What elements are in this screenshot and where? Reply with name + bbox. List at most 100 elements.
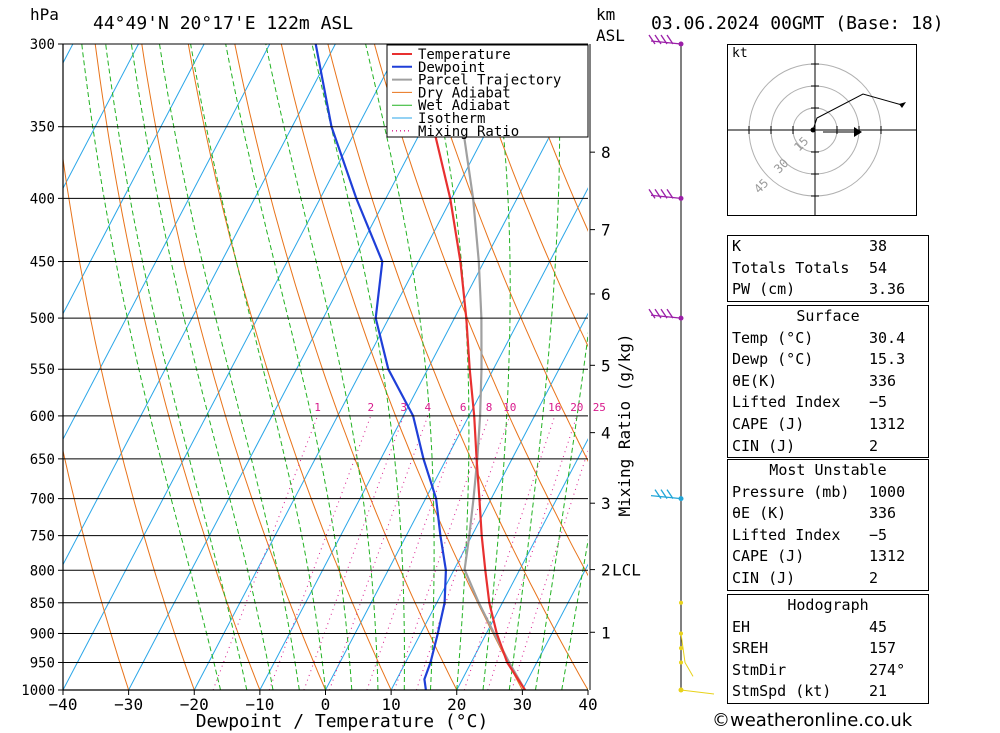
surface-index-row: Dewp (°C) 15.3	[728, 349, 928, 371]
mixing-ratio-label: 6	[460, 401, 467, 414]
hodograph-index-row: StmSpd (kt) 21	[728, 681, 928, 703]
wind-barb-flag	[648, 188, 656, 199]
isotherm-line	[63, 44, 139, 190]
hodograph-index-value: 274°	[869, 660, 906, 679]
lcl-label: LCL	[612, 561, 641, 580]
mixing-ratio-label: 25	[593, 401, 606, 414]
mixing-ratio-label: 4	[425, 401, 432, 414]
legend-label: Temperature	[418, 47, 511, 63]
pressure-label: 400	[30, 191, 55, 207]
height-tick-label: 3	[601, 494, 611, 513]
height-tick-label: 4	[601, 424, 611, 443]
wet-adiabat-line	[158, 44, 300, 690]
dry-adiabat-line	[420, 44, 588, 462]
x-tick-label: 0	[321, 695, 331, 714]
isotherm-line	[456, 438, 588, 690]
mixing-ratio-label: 16	[548, 401, 561, 414]
hodograph-index-label: SREH	[732, 639, 769, 658]
most-unstable-index-row: CAPE (J) 1312	[728, 546, 928, 568]
wind-barb-shaft	[680, 633, 694, 677]
index-label: K	[732, 237, 742, 255]
legend-label: Parcel Trajectory	[418, 73, 561, 89]
most-unstable-index-row: θE (K) 336	[728, 503, 928, 525]
hodograph-trace	[812, 93, 903, 131]
surface-index-value: −5	[869, 393, 888, 412]
isotherm-line	[63, 44, 402, 690]
hodograph-index-value: 45	[869, 617, 888, 636]
isotherm-line	[128, 44, 468, 690]
index-label: Totals Totals	[732, 258, 850, 277]
pressure-label: 800	[30, 563, 55, 579]
index-row: PW (cm) 3.36	[728, 279, 928, 301]
wind-barb-dot	[679, 600, 683, 605]
isotherm-line	[63, 44, 205, 315]
mixing-ratio-axis-label: Mixing Ratio (g/kg)	[615, 333, 634, 516]
pressure-label: 900	[30, 626, 55, 642]
pressure-label: 1000	[21, 683, 55, 699]
mixing-ratio-label: 3	[400, 401, 407, 414]
surface-index-value: 30.4	[869, 328, 906, 347]
mixing-ratio-line	[394, 415, 490, 690]
legend-label: Wet Adiabat	[418, 98, 511, 114]
height-tick-label: 7	[601, 221, 611, 240]
surface-index-label: θE(K)	[732, 371, 778, 390]
wind-barb-flag	[654, 308, 662, 319]
surface-index-row: CAPE (J) 1312	[728, 414, 928, 436]
most-unstable-index-label: Lifted Index	[732, 525, 841, 544]
wet-adiabat-line	[508, 44, 561, 690]
height-tick-label: 2	[601, 561, 611, 580]
wind-barb-dot	[679, 660, 683, 665]
wet-adiabat-line	[130, 44, 274, 690]
dry-adiabat-line	[187, 44, 392, 690]
height-tick-label: 6	[601, 285, 611, 304]
hodograph-index-label: EH	[732, 617, 751, 636]
pressure-label: 350	[30, 120, 55, 136]
legend-label: Mixing Ratio	[418, 124, 519, 140]
surface-index-value: 1312	[869, 414, 906, 433]
isotherm-line	[259, 61, 588, 690]
index-value: 54	[869, 258, 888, 277]
wind-barb-flag	[654, 489, 662, 499]
hodograph-index-value: 21	[869, 682, 888, 701]
most-unstable-title: Most Unstable	[769, 461, 887, 479]
wet-adiabat-line	[81, 44, 221, 690]
wind-barb-shaft	[650, 494, 682, 500]
parcel-trajectory-line	[442, 44, 526, 690]
wind-barb-shaft	[650, 314, 682, 319]
pressure-label: 300	[30, 37, 55, 53]
dry-adiabat-line	[513, 44, 588, 232]
wet-adiabat-line	[265, 44, 379, 690]
wet-adiabat-line	[311, 44, 405, 690]
surface-index-row: Lifted Index −5	[728, 392, 928, 414]
index-row: K 38	[728, 236, 928, 258]
hodograph-index-label: StmSpd (kt)	[732, 682, 832, 701]
most-unstable-index-value: 1000	[869, 482, 906, 501]
pressure-label: 500	[30, 311, 55, 327]
x-tick-label: 20	[447, 695, 466, 714]
wet-adiabat-line	[426, 44, 470, 690]
x-tick-label: −30	[114, 695, 143, 714]
indices-top-table: K 38 Totals Totals 54 PW (cm) 3.36	[727, 235, 929, 302]
surface-index-value: 15.3	[869, 350, 906, 369]
most-unstable-index-value: 336	[869, 504, 897, 523]
most-unstable-index-value: 2	[869, 568, 879, 587]
wet-adiabat-line	[105, 44, 248, 690]
pressure-unit: hPa	[30, 5, 59, 24]
height-tick-label: 8	[601, 143, 611, 162]
isotherm-line	[390, 312, 588, 690]
dry-adiabat-line	[63, 155, 195, 690]
wet-adiabat-line	[561, 538, 588, 690]
index-value: 38	[869, 237, 888, 255]
x-axis-label: Dewpoint / Temperature (°C)	[196, 711, 489, 732]
hodograph-point	[810, 127, 816, 133]
wind-barb-flag	[648, 308, 656, 319]
wind-barb-dot	[679, 646, 683, 651]
wind-barb-flag	[654, 34, 662, 45]
index-value: 3.36	[869, 280, 906, 299]
hodograph-end-marker	[899, 102, 906, 108]
x-tick-label: −40	[49, 695, 78, 714]
wet-adiabat-line	[482, 44, 511, 690]
